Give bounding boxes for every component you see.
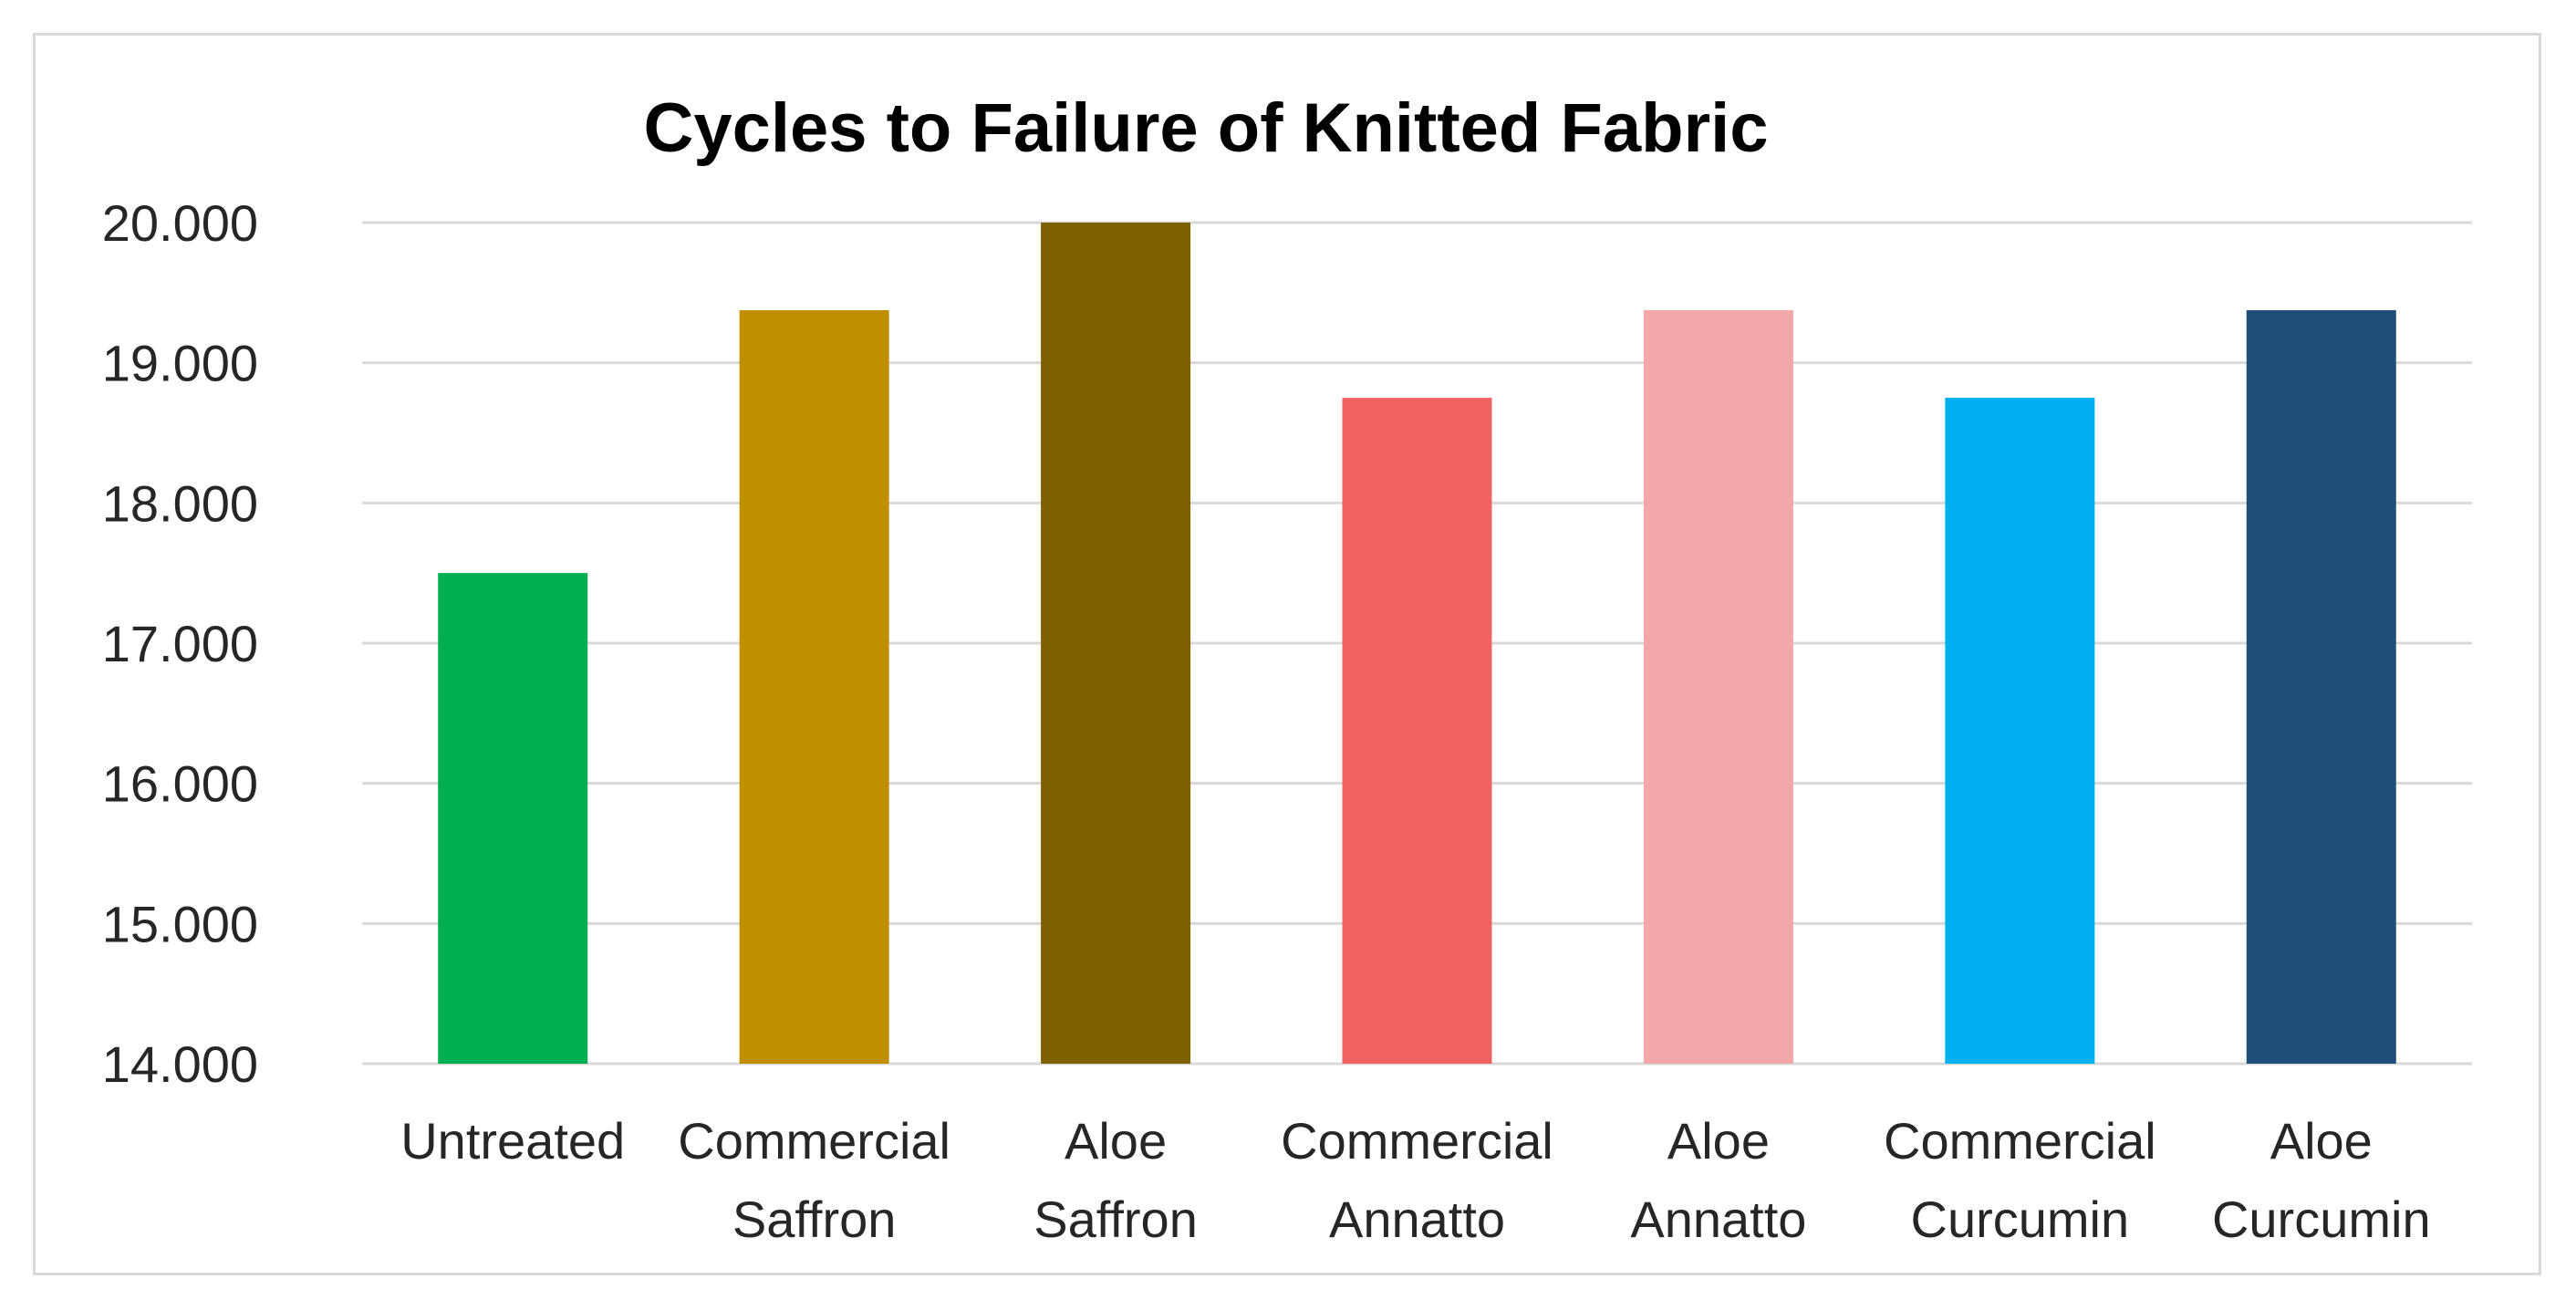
y-tick-label: 18.000 [102, 474, 258, 532]
bar [1041, 223, 1191, 1064]
y-tick-label: 20.000 [102, 194, 258, 252]
y-tick-label: 14.000 [102, 1035, 258, 1093]
y-tick-label: 17.000 [102, 615, 258, 672]
y-axis-ticks: 14.000 15.000 16.000 17.000 18.000 19.000 20.0… [102, 194, 258, 1093]
bar [1945, 398, 2095, 1064]
bar [1643, 310, 1793, 1065]
x-tick-label: Commercial Saffron [678, 1112, 950, 1248]
x-tick-label: Commercial Annatto [1281, 1112, 1553, 1248]
x-tick-label: Untreated [400, 1112, 625, 1170]
bars [438, 223, 2396, 1065]
x-tick-label: Aloe Curcumin [2212, 1112, 2431, 1248]
bar [438, 573, 588, 1064]
chart-title: Cycles to Failure of Knitted Fabric [643, 89, 1768, 167]
x-axis-ticks: Untreated Commercial Saffron Aloe Saffron Com… [400, 1112, 2430, 1248]
y-tick-label: 16.000 [102, 755, 258, 813]
y-tick-label: 19.000 [102, 335, 258, 392]
bar [1342, 398, 1492, 1064]
x-tick-label: Aloe Saffron [1034, 1112, 1198, 1248]
bar [2246, 310, 2396, 1065]
y-tick-label: 15.000 [102, 895, 258, 952]
x-tick-label: Commercial Curcumin [1884, 1112, 2156, 1248]
bar [739, 310, 889, 1065]
x-tick-label: Aloe Annatto [1630, 1112, 1806, 1248]
